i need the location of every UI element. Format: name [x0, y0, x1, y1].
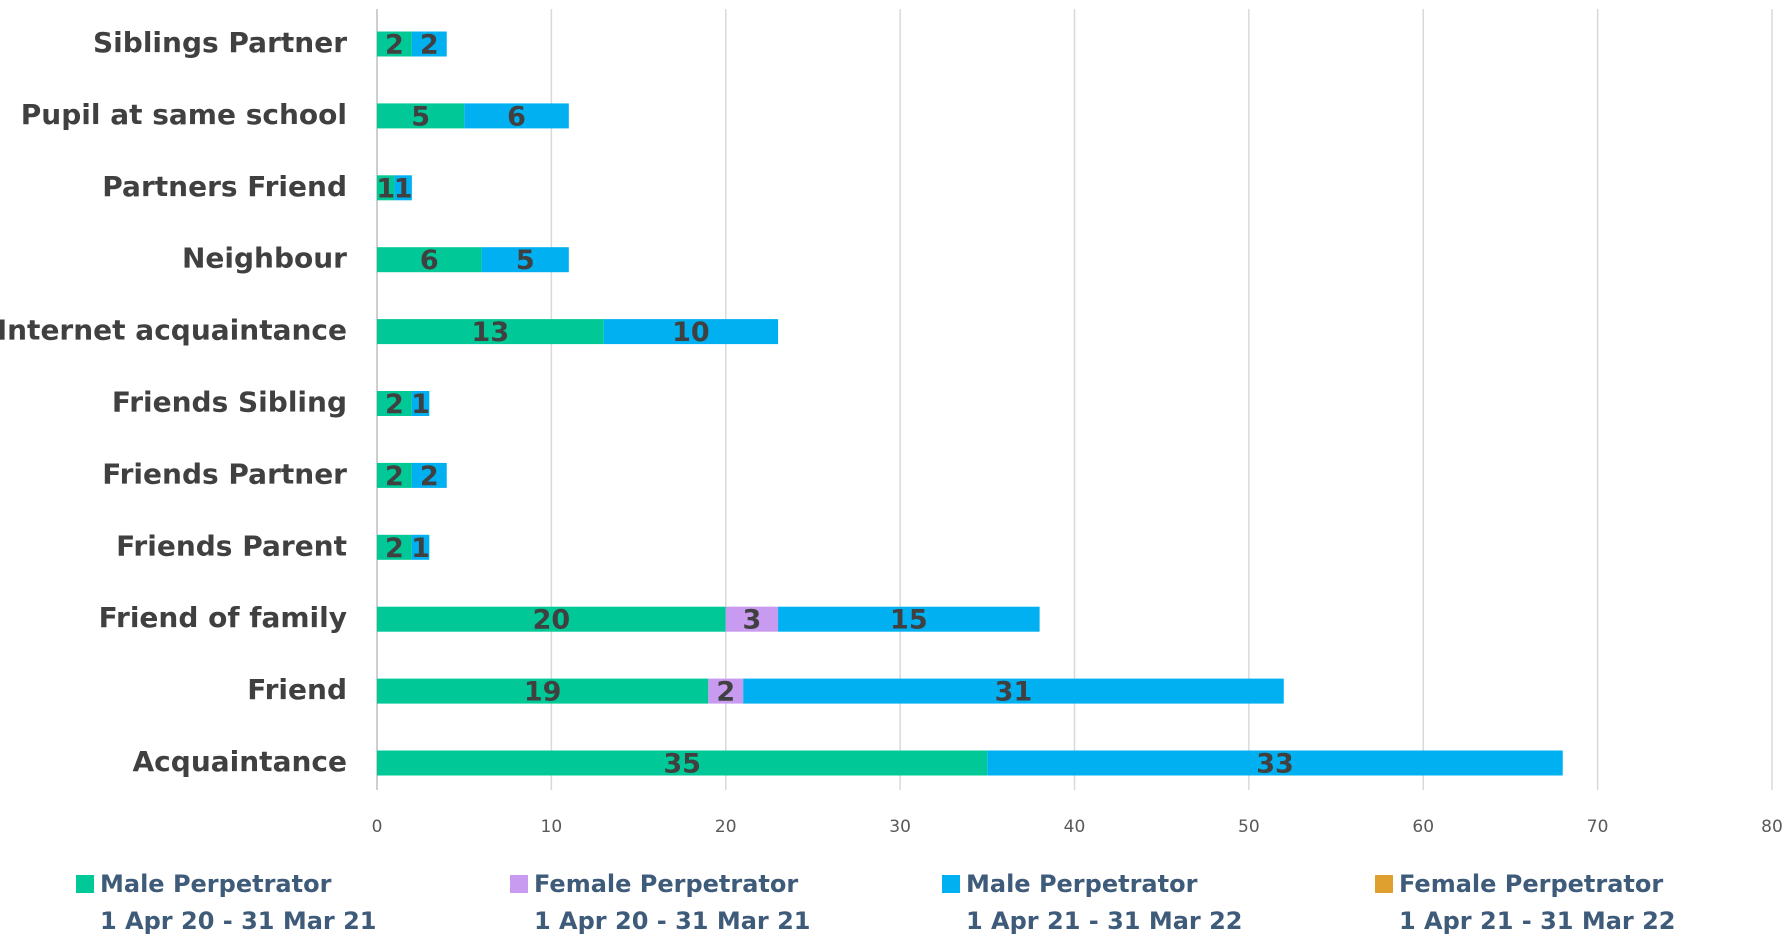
bar-segment: [377, 606, 726, 632]
data-label: 2: [420, 461, 439, 492]
bar-segment: [411, 31, 447, 57]
data-label: 2: [385, 389, 404, 420]
data-label: 1: [394, 173, 413, 204]
bar-segment: [603, 319, 779, 345]
data-label: 2: [385, 461, 404, 492]
x-tick-label: 80: [1761, 817, 1783, 837]
category-label: Friends Sibling: [112, 386, 347, 419]
x-tick-label: 30: [889, 817, 911, 837]
legend-swatch: [942, 875, 960, 893]
x-tick-label: 50: [1238, 817, 1260, 837]
category-label: Neighbour: [182, 242, 347, 275]
bar-segment: [377, 678, 709, 704]
legend-entry: Female Perpetrator 1 Apr 20 - 31 Mar 21: [510, 866, 811, 940]
bar-segment: [377, 534, 412, 560]
x-tick-label: 10: [541, 817, 563, 837]
x-tick-label: 70: [1587, 817, 1609, 837]
bar-segment: [377, 103, 465, 129]
legend-label: Female Perpetrator 1 Apr 20 - 31 Mar 21: [534, 870, 811, 935]
data-label: 5: [411, 101, 430, 132]
legend-swatch: [76, 875, 94, 893]
data-label: 31: [995, 677, 1033, 708]
bar-segment: [743, 678, 1284, 704]
legend-swatch: [510, 875, 528, 893]
category-label: Pupil at same school: [21, 98, 347, 131]
data-label: 1: [376, 173, 395, 204]
data-label: 33: [1256, 749, 1294, 780]
data-label: 15: [890, 605, 928, 636]
category-label: Friend of family: [99, 601, 347, 634]
legend-label: Male Perpetrator 1 Apr 20 - 31 Mar 21: [100, 870, 377, 935]
data-label: 6: [420, 245, 439, 276]
data-label: 19: [524, 677, 562, 708]
data-label: 5: [516, 245, 535, 276]
category-label: Siblings Partner: [93, 26, 347, 59]
data-label: 10: [672, 317, 710, 348]
bar-segment: [725, 606, 779, 632]
data-label: 13: [472, 317, 510, 348]
data-label: 6: [507, 101, 526, 132]
x-tick-label: 0: [372, 817, 383, 837]
bar-segment: [377, 391, 412, 416]
bar-segment: [778, 606, 1040, 632]
bar-segment: [377, 750, 988, 776]
category-label: Internet acquaintance: [0, 314, 347, 347]
data-label: 2: [716, 677, 735, 708]
legend-label: Male Perpetrator 1 Apr 21 - 31 Mar 22: [966, 870, 1243, 935]
legend-entry: Male Perpetrator 1 Apr 21 - 31 Mar 22: [942, 866, 1243, 940]
legend-label: Female Perpetrator 1 Apr 21 - 31 Mar 22: [1399, 870, 1676, 935]
bar-segment: [377, 462, 412, 488]
category-label: Friend: [247, 673, 347, 706]
bar-segment: [987, 750, 1563, 776]
category-label: Friends Partner: [102, 457, 347, 490]
x-tick-label: 60: [1412, 817, 1434, 837]
data-label: 2: [385, 533, 404, 564]
x-tick-label: 40: [1064, 817, 1086, 837]
legend-entry: Male Perpetrator 1 Apr 20 - 31 Mar 21: [76, 866, 377, 940]
bar-segment: [481, 247, 569, 273]
legend-entry: Female Perpetrator 1 Apr 21 - 31 Mar 22: [1375, 866, 1676, 940]
category-label: Partners Friend: [102, 170, 347, 203]
bar-segment: [394, 175, 412, 201]
bar-segment: [708, 678, 744, 704]
bar-segment: [377, 31, 412, 57]
bar-segment: [411, 391, 430, 416]
bar-segment: [411, 534, 430, 560]
data-label: 1: [411, 533, 430, 564]
x-tick-label: 20: [715, 817, 737, 837]
bar-segment: [377, 175, 395, 201]
data-label: 3: [743, 605, 762, 636]
data-label: 20: [533, 605, 571, 636]
data-label: 2: [385, 30, 404, 61]
category-label: Friends Parent: [116, 529, 347, 562]
bar-segment: [377, 247, 482, 273]
bar-segment: [377, 319, 604, 345]
bar-segment: [411, 462, 447, 488]
bar-segment: [464, 103, 569, 129]
data-label: 1: [411, 389, 430, 420]
data-label: 2: [420, 30, 439, 61]
category-label: Acquaintance: [133, 745, 347, 778]
data-label: 35: [663, 749, 701, 780]
legend-swatch: [1375, 875, 1393, 893]
